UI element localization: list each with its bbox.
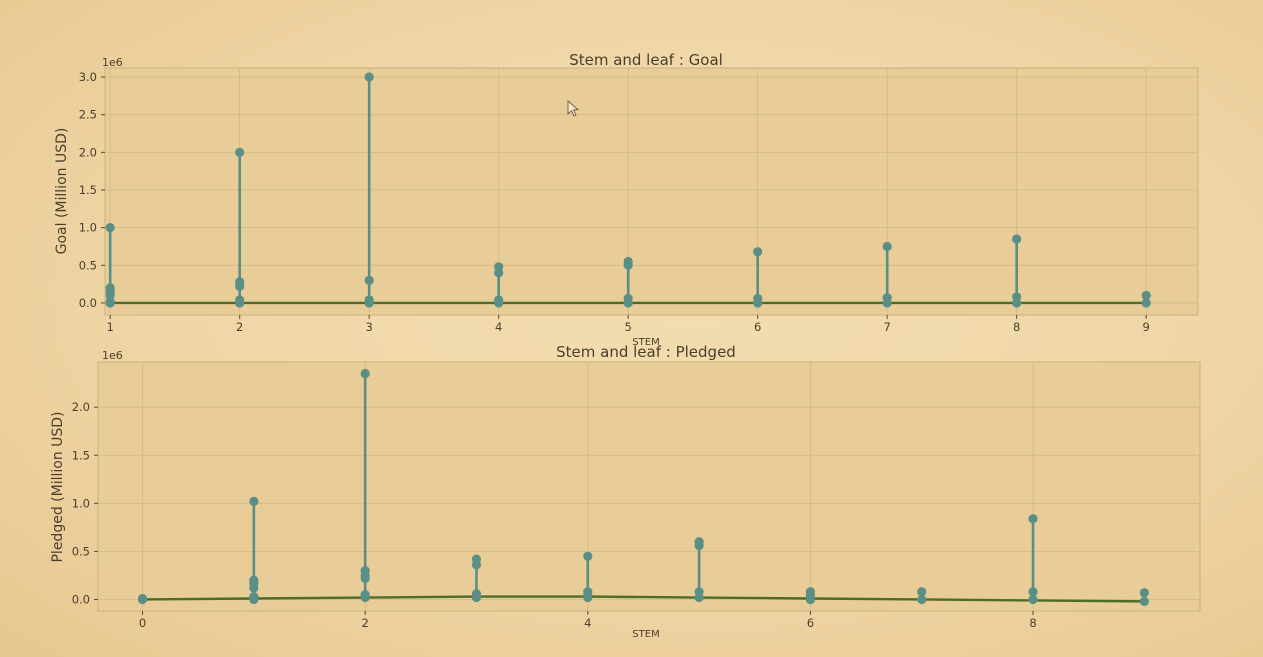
goal-y-tick-label: 1.5 [79, 183, 97, 197]
pledged-y-tick-label: 0.0 [72, 592, 90, 606]
goal-x-tick-label: 2 [236, 320, 243, 334]
goal-axis-ticks: 1 2 3 4 5 6 7 8 9 0.0 0.5 1.0 1.5 2.0 2.5 3.0 [79, 70, 1150, 334]
pledged-y-axis-label: Pledged (Million USD) [50, 411, 66, 562]
goal-y-tick-label: 3.0 [79, 70, 97, 84]
goal-stem-marker [1012, 234, 1022, 244]
goal-stem-marker [235, 281, 245, 291]
pledged-x-tick-label: 2 [361, 616, 368, 630]
pledged-stem-marker [249, 496, 259, 507]
goal-chart-title: Stem and leaf : Goal [569, 51, 723, 69]
goal-x-tick-label: 7 [884, 320, 891, 334]
pledged-stem-marker [694, 541, 704, 551]
goal-stem-marker [882, 241, 892, 252]
pledged-stem-marker [137, 594, 148, 605]
goal-x-tick-label: 5 [625, 320, 632, 334]
mouse-pointer-icon [567, 100, 580, 117]
goal-stem-marker [623, 298, 633, 308]
goal-stems [105, 72, 1151, 308]
goal-y-tick-label: 2.0 [79, 145, 97, 159]
pledged-stem-marker [917, 594, 927, 605]
goal-x-tick-label: 1 [107, 320, 114, 334]
goal-stem-marker [364, 298, 374, 308]
goal-stem-marker [235, 147, 245, 157]
goal-y-tick-label: 1.0 [79, 221, 97, 235]
goal-x-tick-label: 6 [754, 320, 761, 334]
goal-stem-marker [623, 260, 633, 270]
pledged-stem-marker [694, 592, 704, 603]
pledged-y-tick-label: 2.0 [72, 400, 90, 414]
goal-y-tick-label: 0.5 [79, 258, 97, 272]
pledged-stem-marker [583, 551, 593, 561]
goal-stem-marker [1012, 298, 1022, 308]
goal-stem-marker [494, 268, 504, 278]
pledged-stem-marker [471, 560, 482, 570]
pledged-stem-marker [1028, 587, 1038, 597]
pledged-plot-area [97, 361, 1201, 612]
goal-stem-marker [494, 298, 504, 308]
pledged-stem-marker [805, 594, 816, 605]
goal-stem-marker [882, 298, 892, 308]
pledged-x-axis-label: STEM [632, 629, 659, 640]
goal-y-offset-label: 1e6 [102, 56, 123, 69]
pledged-stem-marker [1139, 596, 1149, 606]
pledged-stem-marker [583, 592, 593, 603]
goal-plot-area [104, 67, 1199, 316]
goal-stem-marker [753, 298, 763, 308]
goal-stem-panel: 1 2 3 4 5 6 7 8 9 0.0 0.5 1.0 1.5 2.0 2.5 3.0 Stem and … [54, 51, 1199, 348]
pledged-stem-marker [249, 583, 259, 593]
pledged-x-tick-label: 0 [139, 616, 146, 630]
pledged-stem-marker [1028, 514, 1038, 524]
pledged-axis-ticks: 0 2 4 6 8 0.0 0.5 1.0 1.5 2.0 [72, 400, 1037, 630]
goal-y-tick-label: 0.0 [79, 296, 97, 310]
goal-stem-marker [364, 275, 374, 285]
pledged-stem-marker [471, 592, 482, 603]
goal-stem-marker [235, 298, 245, 308]
goal-stem-marker [364, 72, 374, 82]
pledged-chart-title: Stem and leaf : Pledged [556, 343, 736, 361]
pledged-y-offset-label: 1e6 [102, 349, 123, 362]
pledged-stem-marker [1139, 588, 1149, 598]
pledged-stem-marker [249, 594, 259, 605]
pledged-stem-marker [360, 592, 370, 603]
pledged-stems [137, 368, 1149, 606]
pledged-stem-marker [360, 573, 370, 583]
goal-stem-marker [1141, 290, 1151, 301]
goal-stem-marker [105, 298, 115, 308]
goal-y-axis-label: Goal (Million USD) [54, 128, 70, 255]
pledged-x-tick-label: 6 [807, 616, 814, 630]
goal-x-tick-label: 3 [366, 320, 373, 334]
pledged-y-tick-label: 1.0 [72, 496, 90, 510]
goal-y-tick-label: 2.5 [79, 108, 97, 122]
pledged-stem-marker [360, 368, 370, 379]
pledged-y-tick-label: 1.5 [72, 448, 90, 462]
pledged-stem-panel: 0 2 4 6 8 0.0 0.5 1.0 1.5 2.0 Stem and leaf : Ple… [50, 343, 1201, 640]
pledged-stem-marker [1028, 594, 1038, 605]
goal-x-tick-label: 9 [1143, 320, 1150, 334]
goal-stem-marker [753, 247, 763, 257]
goal-x-tick-label: 4 [495, 320, 502, 334]
goal-stem-marker [1141, 298, 1151, 308]
pledged-x-tick-label: 4 [584, 616, 591, 630]
goal-x-axis-label: STEM [632, 337, 659, 348]
pledged-y-tick-label: 0.5 [72, 544, 90, 558]
pledged-x-tick-label: 8 [1029, 616, 1036, 630]
goal-x-tick-label: 8 [1013, 320, 1020, 334]
pledged-stem-marker [917, 587, 927, 597]
goal-stem-marker [105, 223, 115, 233]
